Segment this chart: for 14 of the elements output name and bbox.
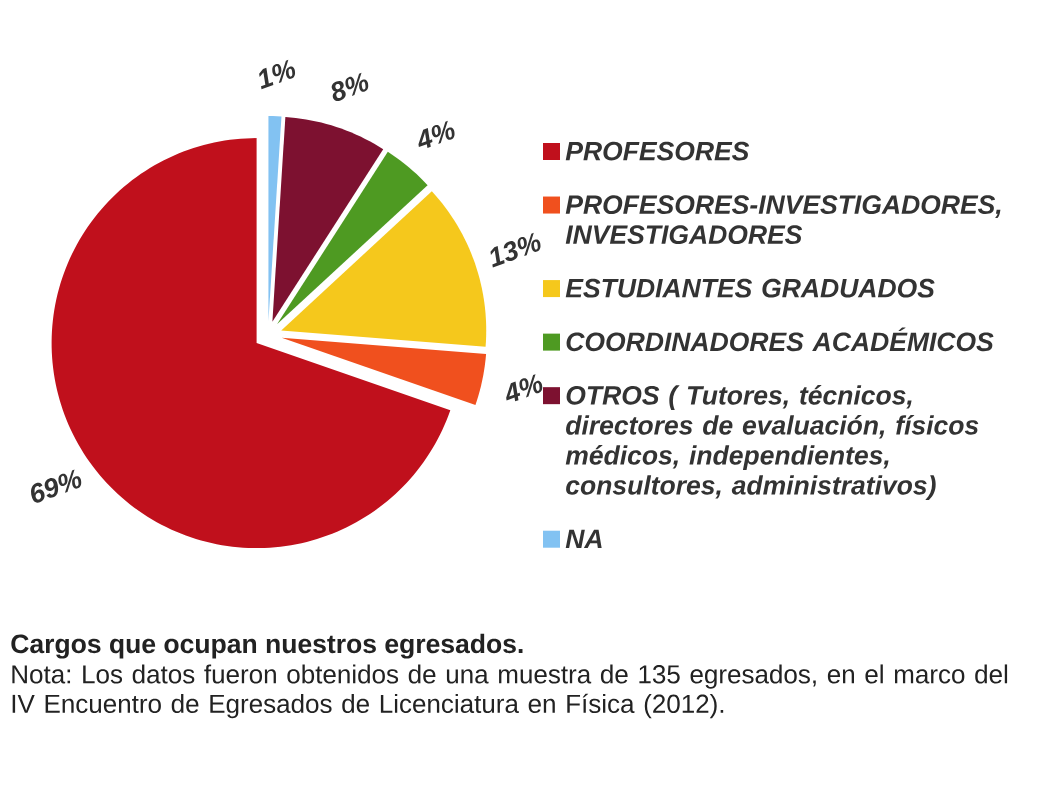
data-label: 69% — [31, 469, 82, 503]
legend-label: PROFESORES — [565, 141, 750, 161]
data-label: 8% — [331, 72, 369, 102]
text: Cargos que ocupan nuestros egresados. — [11, 633, 523, 659]
data-label: 13% — [490, 232, 541, 268]
legend-label: PROFESORES-INVESTIGADORES, INVESTIGADORES — [565, 195, 1001, 245]
legend-label: ESTUDIANTES GRADUADOS — [565, 278, 935, 298]
legend-label: COORDINADORES ACADÉMICOS — [566, 327, 994, 352]
data-label: 1% — [259, 59, 296, 90]
legend-label: NA — [565, 529, 602, 548]
legend-label: OTROS ( Tutores, técnicos, directores de evaluación, físicos médicos, independientes, consultores, administrativos) — [565, 384, 979, 500]
data-label: 4% — [418, 120, 455, 148]
data-label: 4% — [506, 374, 543, 402]
text: Nota: Los datos fueron obtenidos de una muestra de 135 egresados, en el marco del IV Encuentro de Egresados de Licenciatura en Física (2012). — [12, 664, 1008, 719]
